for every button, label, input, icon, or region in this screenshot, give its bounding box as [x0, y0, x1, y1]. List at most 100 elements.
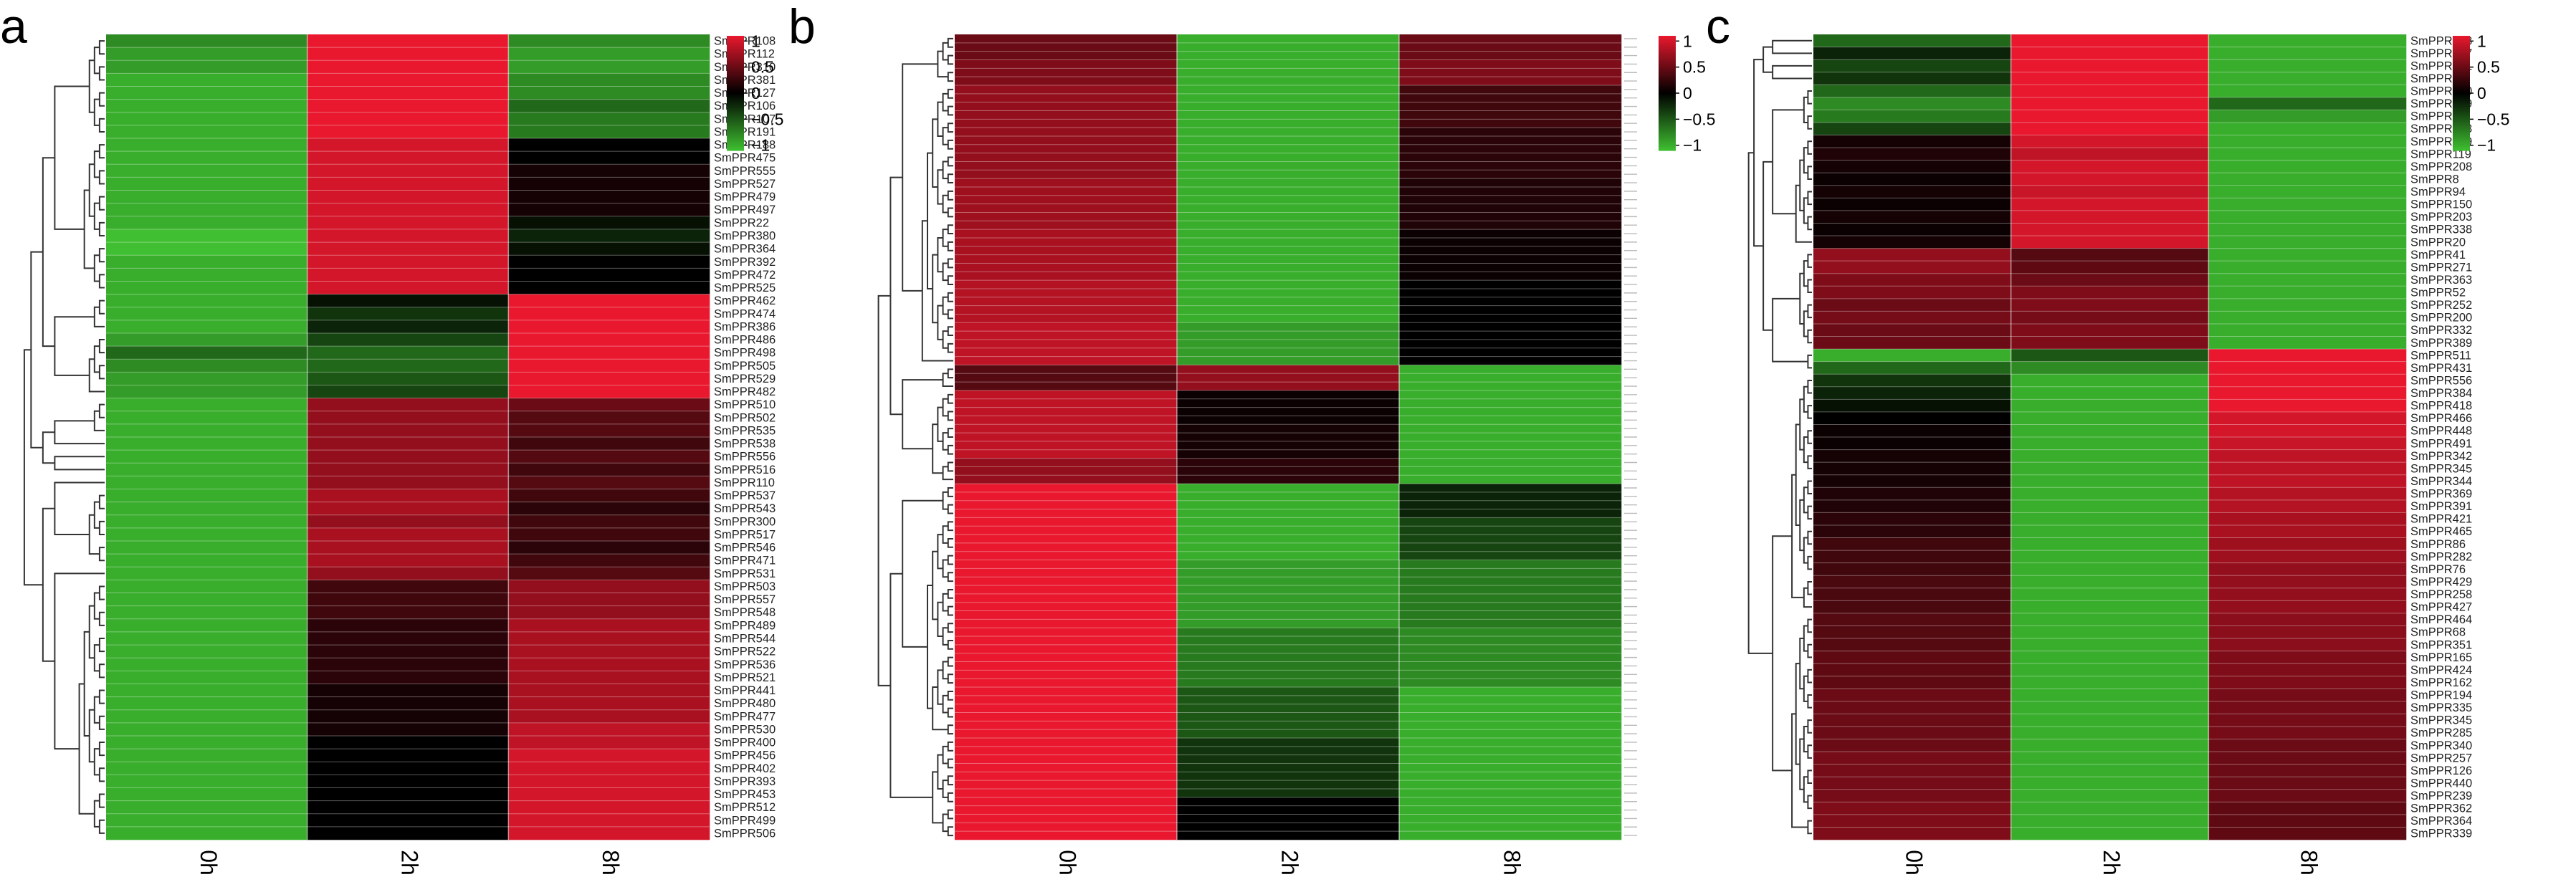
- heatmap-cell: [955, 729, 1178, 739]
- legend-swatch: [1659, 143, 1676, 145]
- legend-swatch: [727, 43, 744, 46]
- heatmap-cell: [508, 722, 710, 737]
- dendrogram-branch: [942, 694, 948, 714]
- legend-swatch: [727, 37, 744, 40]
- legend-swatch: [2453, 77, 2470, 80]
- heatmap-cell: [508, 567, 710, 580]
- heatmap-cell: [2208, 739, 2407, 752]
- heatmap-cell: [508, 294, 710, 308]
- heatmap-cell: [1813, 185, 2011, 198]
- heatmap-cell: [1177, 772, 1400, 781]
- dendrogram-branch: [942, 491, 948, 510]
- legend-swatch: [2453, 66, 2470, 69]
- dendrogram-branch: [1807, 719, 1812, 734]
- heatmap-cell: [1399, 237, 1622, 247]
- heatmap-cell: [1177, 373, 1400, 383]
- row-label: SmPPR342: [2410, 450, 2472, 463]
- heatmap-cell: [1399, 585, 1622, 595]
- heatmap-cell: [955, 644, 1178, 654]
- legend-swatch: [1659, 83, 1676, 86]
- heatmap-cell: [955, 398, 1178, 408]
- heatmap-cell: [106, 229, 307, 243]
- heatmap-cell: [955, 746, 1178, 755]
- heatmap-cell: [1177, 441, 1400, 451]
- heatmap-cell: [106, 813, 307, 828]
- heatmap-cell: [1813, 752, 2011, 764]
- dendrogram-branch: [947, 105, 953, 116]
- legend-swatch: [727, 93, 744, 96]
- legend-swatch: [1659, 114, 1676, 117]
- row-label: SmPPR548: [714, 606, 776, 619]
- heatmap-cell: [955, 636, 1178, 646]
- legend-swatch: [1659, 95, 1676, 97]
- dendrogram-branch: [54, 420, 105, 445]
- heatmap-cell: [955, 780, 1178, 790]
- legend-swatch: [2453, 97, 2470, 100]
- heatmap-cell: [2010, 524, 2209, 538]
- heatmap-cell: [1399, 551, 1622, 560]
- heatmap-cell: [2208, 97, 2407, 110]
- heatmap-cell: [1177, 288, 1400, 298]
- heatmap-cell: [2010, 361, 2209, 375]
- row-label: SmPPR465: [2410, 525, 2472, 538]
- heatmap-cell: [955, 68, 1178, 77]
- heatmap-cell: [1177, 314, 1400, 323]
- dendrogram-branch: [932, 686, 948, 731]
- legend-swatch: [727, 45, 744, 48]
- heatmap-cell: [1813, 424, 2011, 438]
- heatmap-cell: [955, 797, 1178, 806]
- legend-swatch: [727, 64, 744, 67]
- heatmap-cell: [307, 423, 509, 438]
- dendrogram-branch: [947, 555, 953, 565]
- heatmap-cell: [1177, 712, 1400, 722]
- legend-swatch: [1659, 133, 1676, 136]
- heatmap-cell: [2010, 726, 2209, 739]
- row-label: SmPPR400: [714, 737, 776, 749]
- heatmap-cell: [1399, 280, 1622, 289]
- heatmap-cell: [1177, 77, 1400, 86]
- heatmap-cell: [2208, 248, 2407, 262]
- heatmap-cell: [307, 255, 509, 269]
- legend-swatch: [2453, 70, 2470, 73]
- dendrogram-branch: [98, 689, 105, 704]
- row-label: SmPPR119: [2410, 148, 2471, 160]
- heatmap-cell: [955, 551, 1178, 560]
- row-label: SmPPR239: [2410, 790, 2472, 802]
- dendrogram-branch: [1791, 474, 1804, 598]
- legend-swatch: [2453, 116, 2470, 119]
- column-label: 8h: [1499, 850, 1525, 876]
- heatmap-cell: [1399, 135, 1622, 145]
- row-label: SmPPR393: [714, 775, 776, 788]
- heatmap-cell: [307, 722, 509, 737]
- dendrogram-branch: [947, 123, 953, 133]
- heatmap-cell: [106, 437, 307, 451]
- heatmap-cell: [1399, 636, 1622, 646]
- legend-swatch: [727, 99, 744, 102]
- heatmap-cell: [2010, 588, 2209, 601]
- legend-swatch: [1659, 112, 1676, 115]
- heatmap-cell: [1399, 653, 1622, 662]
- heatmap-cell: [106, 684, 307, 697]
- row-label: SmPPR271: [2410, 261, 2472, 274]
- legend-tick-label: 1: [1683, 32, 1692, 50]
- legend-swatch: [2453, 123, 2470, 126]
- legend-swatch: [1659, 72, 1676, 75]
- legend-swatch: [2453, 74, 2470, 77]
- heatmap-cell: [955, 382, 1178, 391]
- legend-swatch: [1659, 59, 1676, 62]
- legend-swatch: [1659, 47, 1676, 50]
- row-label: SmPPR364: [714, 243, 776, 256]
- heatmap-cell: [1399, 382, 1622, 391]
- dendrogram-branch: [942, 661, 948, 680]
- row-label: SmPPR83: [2410, 110, 2466, 123]
- heatmap-cell: [307, 514, 509, 529]
- heatmap-cell: [1177, 170, 1400, 179]
- heatmap-cell: [106, 151, 307, 165]
- dendrogram-branch: [947, 393, 953, 404]
- legend-tick-label: 0: [1683, 84, 1692, 102]
- dendrogram-branch: [83, 631, 90, 737]
- legend-swatch: [2453, 118, 2470, 120]
- legend-swatch: [2453, 87, 2470, 90]
- heatmap-cell: [2208, 449, 2407, 463]
- heatmap-cell: [106, 527, 307, 542]
